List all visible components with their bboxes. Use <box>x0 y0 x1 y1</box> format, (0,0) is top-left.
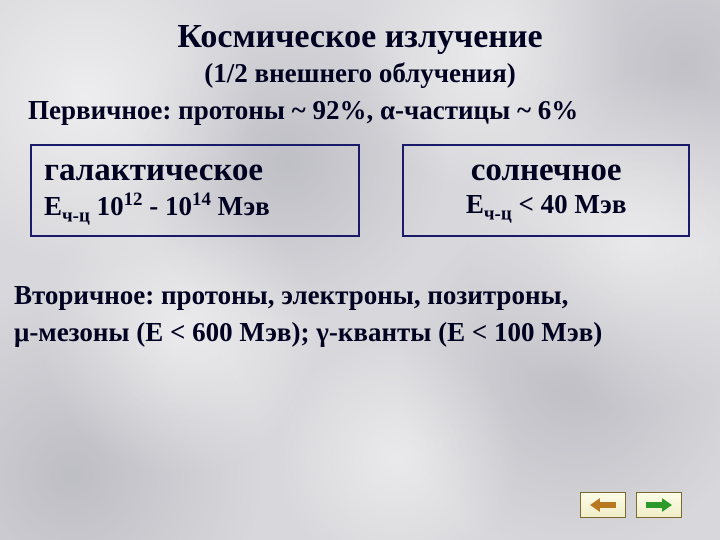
e-subscript: ч-ц <box>62 205 90 226</box>
arrow-right-icon <box>646 498 672 512</box>
range-mid: - 10 <box>143 191 193 221</box>
primary-prefix: Первичное: протоны ~ 92%, <box>28 95 380 125</box>
sec-2b: -кванты (Е < 100 Мэв) <box>329 317 602 347</box>
value-r: < 40 Мэв <box>512 189 627 219</box>
box-galactic: галактическое Eч-ц 1012 - 1014 Мэв <box>30 144 360 237</box>
unit-mev: Мэв <box>211 191 270 221</box>
secondary-line1: Вторичное: протоны, электроны, позитроны… <box>14 277 706 313</box>
primary-suffix: -частицы ~ 6% <box>395 95 578 125</box>
secondary-line2: μ-мезоны (Е < 600 Мэв); γ-кванты (Е < 10… <box>14 314 706 350</box>
next-button[interactable] <box>636 492 682 518</box>
box-galactic-title: галактическое <box>44 152 346 189</box>
e-label: E <box>44 191 62 221</box>
nav-buttons <box>580 492 682 518</box>
primary-radiation-line: Первичное: протоны ~ 92%, α-частицы ~ 6% <box>0 95 720 126</box>
box-solar: солнечное Eч-ц < 40 Мэв <box>402 144 690 237</box>
range-a: 10 <box>90 191 124 221</box>
arrow-left-icon <box>590 498 616 512</box>
slide-title: Космическое излучение <box>0 0 720 56</box>
boxes-row: галактическое Eч-ц 1012 - 1014 Мэв солне… <box>0 126 720 237</box>
box-galactic-energy: Eч-ц 1012 - 1014 Мэв <box>44 189 346 227</box>
box-solar-title: солнечное <box>416 152 676 189</box>
box-solar-energy: Eч-ц < 40 Мэв <box>416 189 676 225</box>
mu-symbol: μ <box>14 317 29 347</box>
e-label-r: E <box>466 189 484 219</box>
slide-subtitle: (1/2 внешнего облучения) <box>0 58 720 89</box>
exp-14: 14 <box>192 189 211 210</box>
prev-button[interactable] <box>580 492 626 518</box>
sec-2a: -мезоны (Е < 600 Мэв); <box>29 317 316 347</box>
gamma-symbol: γ <box>316 317 329 347</box>
e-subscript-r: ч-ц <box>484 203 512 224</box>
exp-12: 12 <box>124 189 143 210</box>
secondary-radiation-block: Вторичное: протоны, электроны, позитроны… <box>0 237 720 350</box>
alpha-symbol: α <box>380 95 395 125</box>
